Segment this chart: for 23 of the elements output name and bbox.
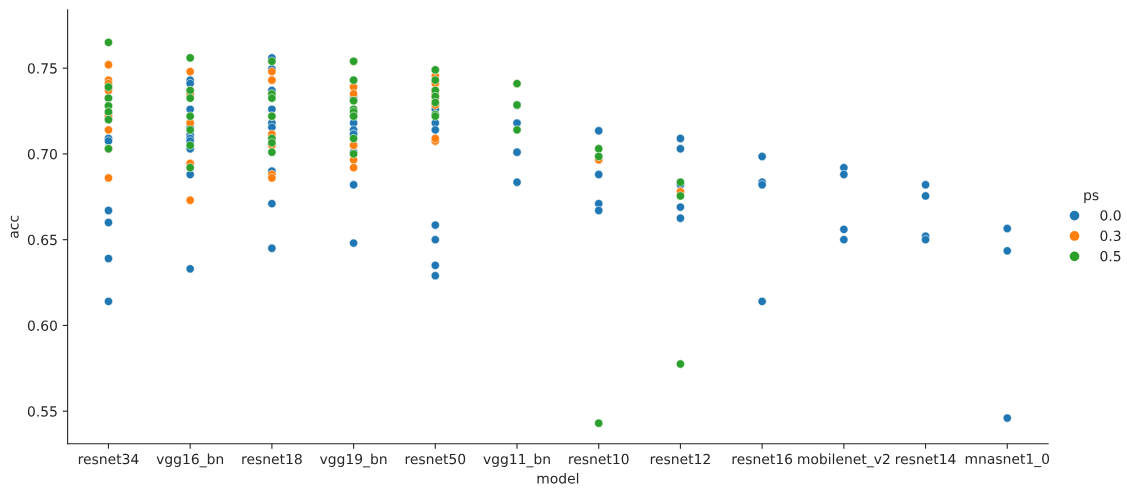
x-tick-label: vgg11_bn bbox=[483, 453, 550, 468]
y-axis-title: acc bbox=[10, 215, 19, 238]
x-tick-label: mnasnet1_0 bbox=[965, 453, 1050, 468]
x-tick-label: resnet14 bbox=[895, 453, 956, 465]
x-tick-label: vgg16_bn bbox=[156, 453, 224, 468]
legend-title: ps bbox=[1084, 192, 1099, 203]
legend-label: 0.5 bbox=[1100, 250, 1121, 262]
y-tick-label: 0.70 bbox=[27, 148, 57, 160]
x-tick-label: mobilenet_v2 bbox=[798, 453, 890, 468]
legend-label: 0.3 bbox=[1100, 230, 1121, 242]
y-tick-label: 0.75 bbox=[27, 63, 57, 74]
x-tick-label: vgg19_bn bbox=[319, 453, 387, 468]
x-tick-label: resnet50 bbox=[405, 453, 466, 465]
x-tick-label: resnet18 bbox=[242, 453, 302, 465]
x-tick-label: resnet34 bbox=[78, 453, 139, 465]
y-tick-label: 0.65 bbox=[27, 234, 57, 246]
x-axis-title: model bbox=[537, 472, 579, 484]
y-tick-label: 0.55 bbox=[27, 406, 57, 417]
y-tick-label: 0.60 bbox=[27, 320, 57, 331]
x-tick-label: resnet12 bbox=[650, 453, 710, 465]
legend-label: 0.0 bbox=[1100, 210, 1121, 221]
x-tick-label: resnet16 bbox=[732, 453, 793, 465]
x-tick-label: resnet10 bbox=[569, 453, 629, 465]
